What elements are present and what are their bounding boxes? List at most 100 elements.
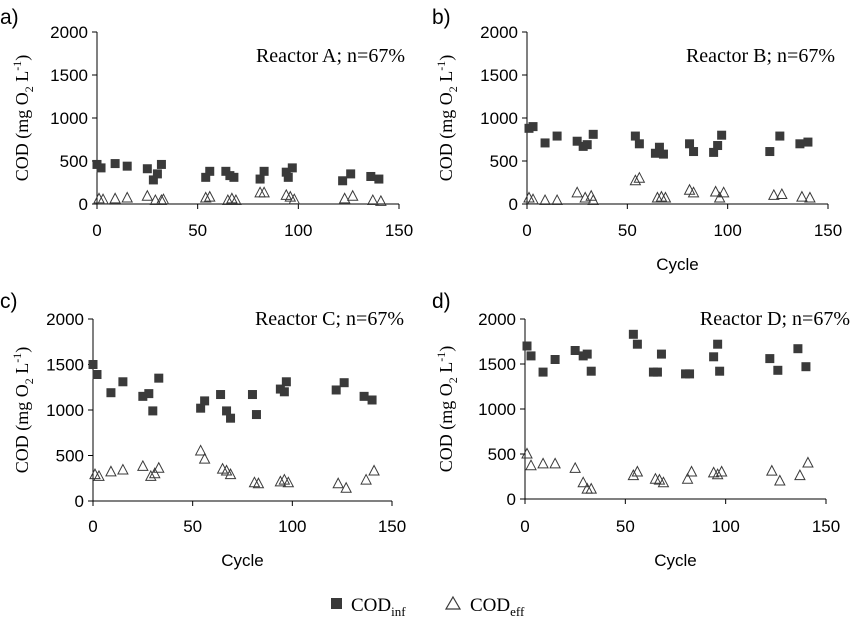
cod-eff-point: [280, 188, 293, 200]
cod-eff-point: [571, 186, 583, 198]
cod-eff-point: [537, 457, 549, 469]
cod-inf-point: [110, 159, 120, 169]
cod-eff-point: [258, 186, 270, 198]
x-tick-label: 0: [522, 221, 531, 240]
cod-inf-point: [634, 139, 644, 149]
cod-inf-point: [522, 341, 532, 351]
y-tick-label: 1000: [480, 109, 518, 128]
cod-eff-point: [717, 186, 730, 198]
y-tick-label: 0: [75, 492, 84, 511]
x-tick-label: 50: [616, 517, 635, 536]
cod-inf-point: [196, 403, 206, 413]
y-tick-label: 0: [507, 490, 516, 509]
y-axis-title: COD (mg O2 L-1): [10, 347, 36, 474]
cod-eff-point: [198, 452, 211, 464]
y-tick-label: 1000: [46, 401, 84, 420]
cod-inf-point: [709, 352, 719, 362]
cod-inf-point: [287, 163, 297, 173]
series-CODinf: [88, 360, 377, 423]
cod-inf-point: [152, 169, 162, 179]
cod-inf-point: [96, 163, 106, 173]
cod-inf-point: [148, 175, 158, 185]
cod-eff-point: [627, 469, 640, 481]
y-axis-title: COD (mg O2 L-1): [10, 55, 36, 182]
cod-inf-point: [538, 367, 548, 377]
cod-eff-point: [199, 191, 212, 203]
y-tick-label: 500: [56, 447, 84, 466]
panel-label: b): [432, 6, 451, 29]
cod-inf-point: [526, 351, 536, 361]
y-tick-label: 1500: [50, 66, 88, 85]
reactor-annotation: Reactor B; n=67%: [686, 45, 835, 67]
cod-eff-point: [203, 190, 216, 202]
cod-eff-point: [360, 473, 372, 485]
cod-inf-point: [689, 147, 699, 157]
y-tick-label: 1000: [50, 109, 88, 128]
cod-inf-point: [216, 390, 226, 400]
cod-inf-point: [550, 355, 560, 364]
cod-eff-point: [687, 186, 700, 198]
cod-eff-point: [226, 192, 238, 204]
legend-inf-marker: [331, 598, 342, 609]
cod-inf-point: [144, 389, 154, 399]
cod-eff-point: [93, 469, 105, 481]
cod-inf-point: [715, 366, 725, 376]
cod-eff-point: [155, 193, 168, 206]
cod-eff-point: [97, 193, 109, 205]
cod-inf-point: [205, 166, 215, 176]
cod-eff-point: [144, 469, 157, 481]
legend-inf-label: CODinf: [351, 595, 406, 619]
cod-inf-point: [142, 164, 152, 174]
cod-eff-point: [121, 191, 134, 203]
cod-inf-point: [367, 395, 377, 405]
cod-eff-point: [683, 183, 696, 195]
panel-b: 0 500 1000 1500 2000 0 50 100 150 b) Reactor B; n=…: [432, 6, 842, 274]
cod-inf-point: [279, 387, 289, 397]
cod-eff-point: [631, 465, 644, 477]
cod-eff-point: [109, 192, 121, 204]
x-tick-label: 100: [278, 517, 306, 536]
cod-inf-point: [148, 406, 158, 416]
cod-inf-point: [339, 378, 349, 388]
cod-inf-point: [222, 406, 232, 416]
cod-eff-point: [711, 468, 724, 480]
cod-inf-point: [331, 385, 341, 395]
cod-eff-point: [585, 482, 598, 494]
y-tick-label: 2000: [480, 23, 518, 42]
cod-eff-point: [288, 193, 301, 205]
cod-eff-point: [152, 461, 165, 473]
cod-inf-point: [122, 161, 132, 171]
y-axis-title: COD (mg O2 L-1): [434, 346, 460, 473]
cod-inf-point: [775, 131, 785, 141]
panel-label: a): [0, 6, 19, 29]
cod-eff-point: [338, 192, 351, 204]
legend: CODinf CODeff: [331, 595, 525, 619]
cod-inf-point: [572, 136, 582, 146]
cod-eff-point: [366, 193, 379, 206]
panel-d: 0 500 1000 1500 2000 0 50 100 150 d) Reactor D; n=…: [432, 290, 850, 570]
cod-eff-point: [149, 193, 162, 206]
series-CODinf: [92, 159, 384, 186]
x-axis-title: Cycle: [221, 551, 264, 570]
series-CODeff: [89, 444, 380, 493]
cod-eff-point: [157, 193, 170, 205]
cod-eff-point: [802, 456, 814, 468]
series-CODeff: [523, 171, 816, 206]
cod-inf-point: [283, 172, 293, 182]
cod-eff-point: [224, 468, 237, 480]
cod-eff-point: [105, 465, 117, 477]
cod-eff-point: [148, 467, 161, 479]
cod-inf-point: [765, 147, 775, 157]
cod-inf-point: [654, 142, 664, 152]
cod-eff-point: [774, 474, 786, 486]
cod-inf-point: [632, 339, 642, 349]
cod-inf-point: [118, 377, 128, 387]
cod-inf-point: [226, 413, 236, 423]
cod-inf-point: [154, 373, 164, 383]
reactor-annotation: Reactor C; n=67%: [255, 308, 404, 330]
cod-inf-point: [713, 141, 723, 151]
y-tick-label: 1500: [478, 355, 516, 374]
cod-inf-point: [630, 131, 640, 141]
cod-eff-point: [804, 191, 816, 203]
cod-inf-point: [281, 377, 291, 387]
